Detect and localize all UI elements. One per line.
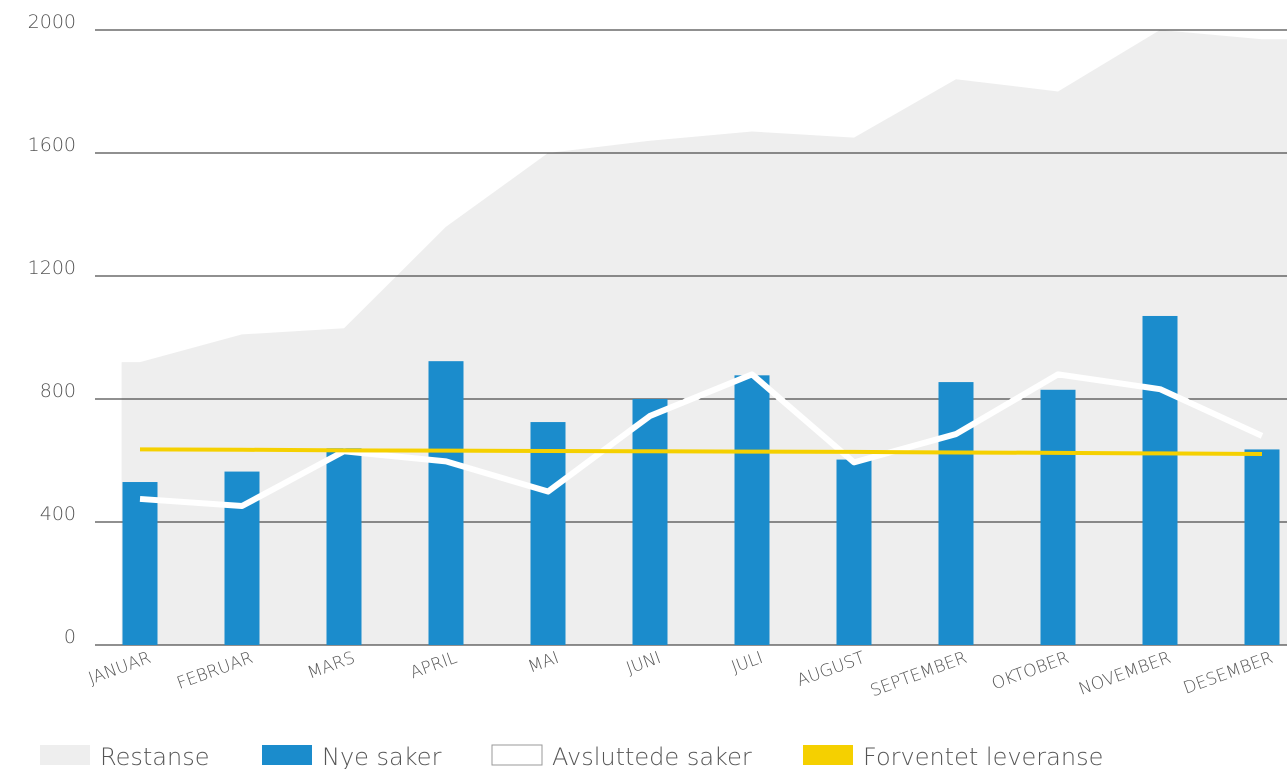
bar (1244, 449, 1280, 645)
y-tick-label: 800 (40, 380, 76, 402)
x-tick-label: DESEMBER (1181, 648, 1276, 699)
x-tick-label: NOVEMBER (1076, 648, 1174, 700)
line (139, 447, 1263, 457)
bar (326, 448, 362, 645)
bar (530, 422, 566, 645)
bar (1142, 315, 1178, 645)
x-tick-label: JANUAR (86, 648, 154, 689)
bar (836, 459, 872, 645)
y-tick-label: 1200 (28, 257, 76, 279)
x-tick-label: FEBRUAR (174, 648, 255, 694)
bar (428, 361, 464, 645)
bar (122, 482, 158, 645)
x-tick-label: MARS (305, 648, 358, 684)
legend-swatch (803, 745, 853, 765)
y-tick-label: 0 (64, 626, 76, 648)
x-tick-label: MAI (525, 648, 561, 678)
x-tick-label: JULI (729, 648, 766, 678)
legend-label: Nye saker (322, 743, 442, 769)
legend-label: Restanse (100, 743, 209, 769)
legend-label: Forventet leveranse (863, 743, 1103, 769)
x-tick-label: AUGUST (794, 648, 868, 691)
area (121, 30, 1287, 645)
x-tick-label: SEPTEMBER (868, 648, 970, 701)
bar (734, 375, 770, 645)
x-tick-label: OKTOBER (989, 648, 1072, 694)
y-tick-label: 400 (40, 503, 76, 525)
x-tick-label: JUNI (624, 648, 664, 679)
bar (1040, 389, 1076, 645)
y-tick-label: 1600 (28, 134, 76, 156)
bar (938, 382, 974, 645)
legend-swatch (491, 744, 543, 766)
x-tick-label: APRIL (408, 648, 460, 683)
line (139, 371, 1264, 510)
legend-swatch (40, 745, 90, 765)
legend-swatch (262, 745, 312, 765)
y-tick-label: 2000 (28, 11, 76, 33)
legend-label: Avsluttede saker (552, 743, 752, 769)
bar (632, 399, 668, 645)
